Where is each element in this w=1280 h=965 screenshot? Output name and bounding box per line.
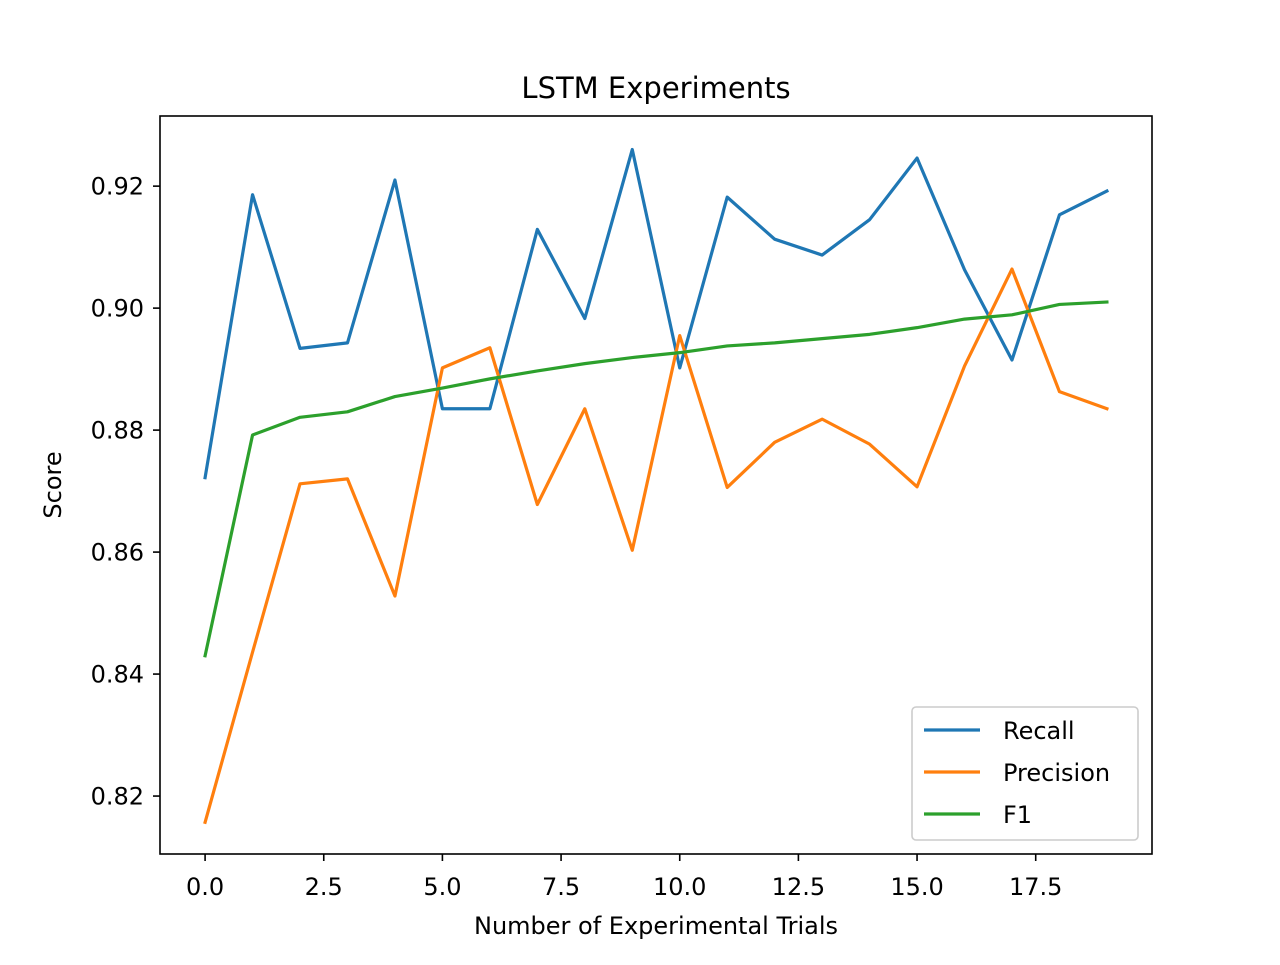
y-tick-label: 0.90: [91, 295, 144, 323]
series-line-recall: [203, 147, 1110, 480]
x-tick-label: 0.0: [186, 873, 224, 901]
x-tick-label: 10.0: [653, 873, 706, 901]
legend-label-f1: F1: [1003, 801, 1032, 829]
series-line-precision: [203, 267, 1109, 825]
series-layer: [203, 147, 1110, 825]
legend-label-recall: Recall: [1003, 717, 1075, 745]
y-axis-label: Score: [39, 451, 67, 518]
x-tick-label: 7.5: [542, 873, 580, 901]
y-tick-label: 0.92: [91, 173, 144, 201]
plot-area-frame: [159, 115, 1153, 855]
chart-title: LSTM Experiments: [521, 71, 790, 105]
x-tick-label: 2.5: [305, 873, 343, 901]
x-tick-label: 17.5: [1009, 873, 1062, 901]
y-tick-label: 0.86: [91, 539, 144, 567]
legend-box: [911, 706, 1139, 841]
y-tick-label: 0.88: [91, 417, 144, 445]
x-axis-label: Number of Experimental Trials: [474, 912, 838, 940]
x-tick-label: 5.0: [423, 873, 461, 901]
x-tick-label: 12.5: [772, 873, 825, 901]
series-line-f1: [203, 300, 1109, 658]
x-tick-label: 15.0: [890, 873, 943, 901]
ticks-layer: 0.0 2.5 5.0 7.5 10.0 12.5 15.0 17.5 0.82 0.84 0.86…: [91, 173, 1063, 901]
y-tick-label: 0.82: [91, 783, 144, 811]
legend-label-precision: Precision: [1003, 759, 1110, 787]
y-tick-label: 0.84: [91, 661, 144, 689]
legend: Recall Precision F1: [911, 706, 1139, 841]
